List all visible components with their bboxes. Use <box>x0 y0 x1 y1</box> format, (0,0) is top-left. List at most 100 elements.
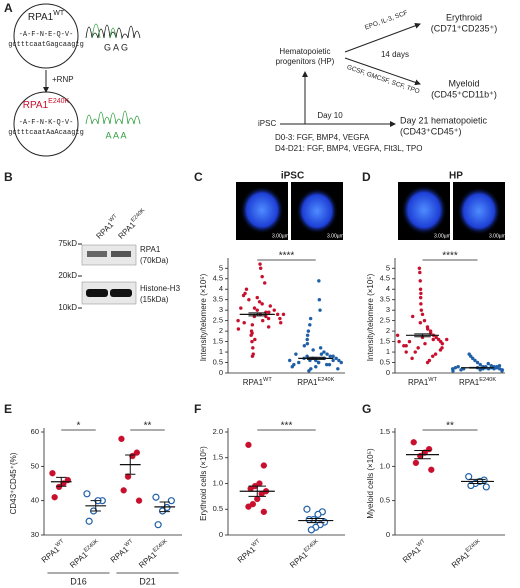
data-point <box>133 449 141 456</box>
y-tick-label: 1.5 <box>213 453 223 462</box>
data-point <box>260 318 265 323</box>
panel-labels: A B C D E F G <box>4 1 371 416</box>
data-point <box>465 473 473 481</box>
data-point <box>247 297 251 302</box>
data-point <box>410 356 414 361</box>
y-tick-label: 0 <box>219 530 223 539</box>
data-point <box>154 521 162 529</box>
data-point <box>482 483 490 491</box>
data-point <box>305 337 309 342</box>
y-tick-label: 1.5 <box>380 337 390 346</box>
data-point <box>325 352 329 356</box>
myeloid: Myeloid <box>448 78 479 88</box>
data-point <box>245 503 252 510</box>
erythroid: (CD71⁺CD235⁺) <box>431 23 498 33</box>
scale-bar: 3.00µm <box>272 233 289 239</box>
data-point <box>120 487 127 494</box>
data-point <box>467 481 475 490</box>
data-point <box>308 316 313 321</box>
data-point <box>420 312 425 317</box>
y-tick-label: 4.5 <box>380 274 390 283</box>
mut-bases: A A A <box>105 130 126 140</box>
data-point <box>303 505 311 513</box>
data-point <box>423 341 427 346</box>
x-tick-label: RPA1WT <box>235 538 264 564</box>
nucleus <box>240 186 284 234</box>
x-tick-label: RPA1WT <box>408 377 438 387</box>
data-point <box>500 369 504 373</box>
data-point <box>337 358 341 363</box>
y-tick-label: 1.5 <box>380 427 390 436</box>
data-point <box>306 329 311 333</box>
arrow <box>344 57 421 86</box>
y-tick-label: 50 <box>31 461 39 470</box>
day21: (CD43⁺CD45⁺) <box>400 126 462 136</box>
mut-dna: gctttcaatAaAcaagtg <box>8 129 84 137</box>
data-point <box>260 462 268 469</box>
y-tick-label: 0 <box>386 530 390 539</box>
data-point <box>302 344 307 348</box>
data-point <box>324 362 329 367</box>
error-bar <box>414 333 431 338</box>
data-point <box>311 348 315 352</box>
data-point <box>318 346 323 350</box>
data-point <box>430 354 435 358</box>
data-point <box>255 295 259 300</box>
error-bar <box>306 356 325 360</box>
data-point <box>331 354 335 358</box>
data-point <box>410 439 417 446</box>
data-point <box>239 306 243 310</box>
y-tick-label: 2 <box>386 326 390 335</box>
data-point <box>294 352 298 356</box>
panel-a-scheme: iPSC Day 10 Hematopoietic progenitors (H… <box>258 9 497 153</box>
data-point <box>418 320 423 325</box>
x-tick-label: RPA1E240K <box>450 539 485 570</box>
myeloid: (CD45⁺CD11b⁺) <box>431 89 497 99</box>
data-point <box>433 352 438 356</box>
data-point <box>438 339 443 344</box>
error-bar <box>159 501 170 513</box>
data-point <box>152 493 160 501</box>
y-axis-label: Intensity/telomere (×10⁵) <box>366 273 375 361</box>
data-point <box>450 367 455 371</box>
data-point <box>158 507 167 515</box>
panel-a-editing: RPA1WT -A-F-N-E-Q-V- gctttcaatGagcaagtg … <box>8 3 141 157</box>
data-point <box>257 300 262 304</box>
panel-label: F <box>194 402 201 416</box>
wt-name: RPA1WT <box>28 10 65 22</box>
y-tick-label: 5 <box>386 263 390 272</box>
data-point <box>434 335 438 340</box>
data-point <box>245 441 252 449</box>
error-bar <box>248 312 267 317</box>
data-point <box>278 316 282 321</box>
band <box>111 251 131 257</box>
data-point <box>419 308 424 312</box>
panel-label: C <box>194 170 203 184</box>
wt-bases: G A G <box>104 42 128 52</box>
data-point <box>438 348 443 352</box>
ipsc: iPSC <box>258 119 276 128</box>
data-point <box>260 274 264 279</box>
wt-protein: -A-F-N-E-Q-V- <box>19 31 74 39</box>
y-tick-label: 40 <box>31 496 39 505</box>
chromatogram <box>91 23 117 39</box>
data-point <box>250 323 255 327</box>
data-point <box>425 360 430 365</box>
data-point <box>336 367 340 371</box>
y-tick-label: 4 <box>386 284 390 293</box>
micrographs: 3.00µm 3.00µm 3.00µm 3.00µm <box>236 182 506 240</box>
data-point <box>407 339 412 344</box>
day10: Day 10 <box>317 111 343 120</box>
significance: ** <box>144 421 152 432</box>
y-tick-label: 0.5 <box>380 358 390 367</box>
x-tick-label: RPA1E240K <box>68 539 103 570</box>
y-tick-label: 0 <box>219 368 223 377</box>
x-tick-label: RPA1WT <box>243 377 273 387</box>
data-point <box>317 279 321 283</box>
band <box>87 251 107 257</box>
data-point <box>316 360 321 365</box>
data-point <box>85 517 93 525</box>
panel-label: D <box>362 170 371 184</box>
y-tick-label: 5 <box>219 263 223 272</box>
